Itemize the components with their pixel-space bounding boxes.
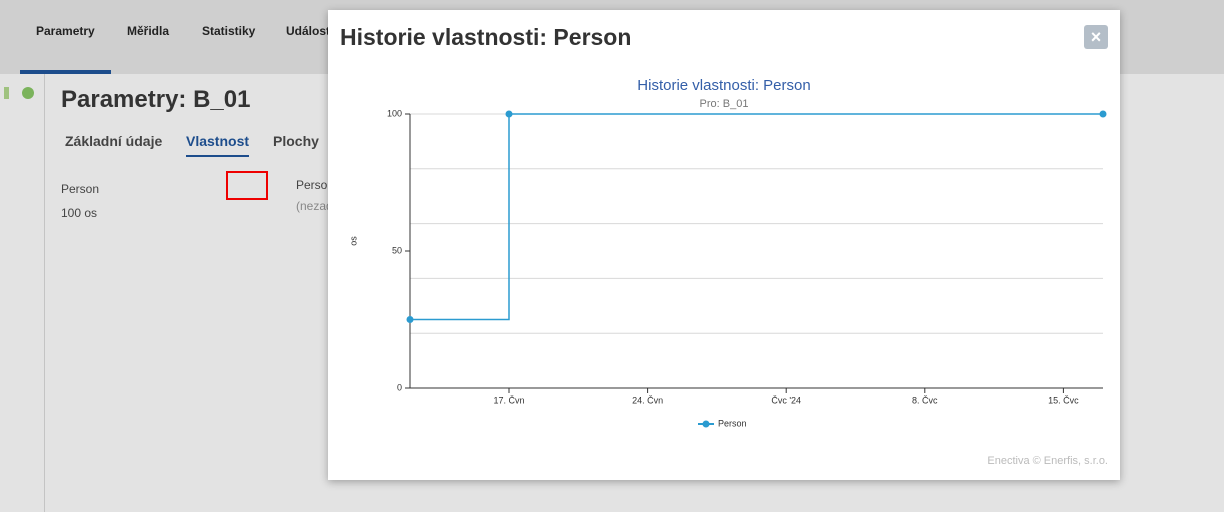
x-tick-label: 24. Čvn xyxy=(632,395,663,405)
sidebar xyxy=(0,74,45,512)
data-point xyxy=(1099,110,1107,118)
y-tick-label: 50 xyxy=(392,245,402,255)
chart-title: Historie vlastnosti: Person xyxy=(637,77,810,94)
close-button[interactable]: × xyxy=(1084,25,1108,49)
page-title: Parametry: B_01 xyxy=(61,86,251,113)
y-axis-label: os xyxy=(348,236,358,246)
credit: Enectiva © Enerfis, s.r.o. xyxy=(987,455,1108,467)
property-name: Perso xyxy=(296,178,328,192)
tab-active[interactable]: Vlastnost xyxy=(186,133,250,157)
property-value: 100 os xyxy=(61,206,98,220)
y-tick-label: 100 xyxy=(387,108,402,118)
x-tick-label: Čvc '24 xyxy=(771,395,801,405)
history-button[interactable] xyxy=(226,171,268,200)
nav-item[interactable]: Parametry xyxy=(36,24,95,38)
legend-marker xyxy=(702,420,710,428)
side-icons xyxy=(4,87,34,99)
property-note: (nezad xyxy=(296,199,333,213)
tab[interactable]: Plochy xyxy=(273,133,319,149)
data-point xyxy=(406,316,414,323)
property-name: Person xyxy=(61,182,100,196)
x-tick-label: 17. Čvn xyxy=(493,395,524,405)
chart: Historie vlastnosti: Person Pro: B_01 os… xyxy=(348,77,1107,428)
add-icon[interactable] xyxy=(22,87,34,99)
data-point xyxy=(505,110,513,118)
modal: Historie vlastnosti: Person × Historie v… xyxy=(328,10,1120,480)
tree-icon[interactable] xyxy=(4,87,9,99)
x-tick-label: 15. Čvc xyxy=(1048,395,1079,405)
chart-subtitle: Pro: B_01 xyxy=(700,98,749,110)
nav-item[interactable]: Událost xyxy=(286,24,331,38)
tab[interactable]: Základní údaje xyxy=(65,133,163,149)
modal-title: Historie vlastnosti: Person xyxy=(340,24,632,50)
y-tick-label: 0 xyxy=(397,382,402,392)
active-indicator xyxy=(20,70,111,74)
nav-item[interactable]: Statistiky xyxy=(202,24,256,38)
nav-item[interactable]: Měřidla xyxy=(127,24,170,38)
x-tick-label: 8. Čvc xyxy=(912,395,938,405)
series-line xyxy=(410,113,1103,321)
legend-label: Person xyxy=(718,418,747,428)
